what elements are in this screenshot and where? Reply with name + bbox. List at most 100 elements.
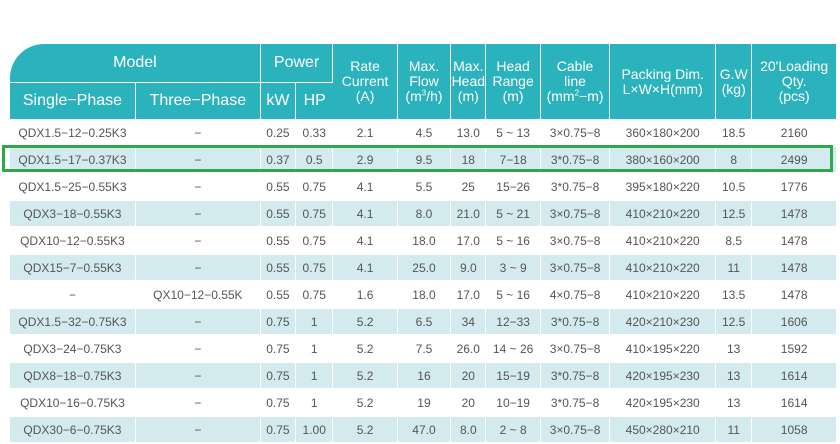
header-cable-line: Cable line (mm2−m) <box>540 44 611 120</box>
cell-current: 5.2 <box>333 363 398 390</box>
cell-range: 7−18 <box>486 147 541 174</box>
cell-cable: 3×0.75−8 <box>540 417 611 444</box>
header-model: Model <box>10 44 261 83</box>
cell-single: QDX1.5−25−0.55K3 <box>10 174 136 201</box>
cell-kw: 0.75 <box>260 390 297 417</box>
cell-cable: 3*0.75−8 <box>540 363 611 390</box>
header-max-flow: Max. Flow (m3/h) <box>397 44 452 120</box>
cell-three: − <box>135 120 261 147</box>
cell-range: 5 ~ 16 <box>486 282 541 309</box>
cell-flow: 16 <box>397 363 452 390</box>
cell-hp: 0.5 <box>296 147 334 174</box>
cell-flow: 19 <box>397 390 452 417</box>
cell-head: 25 <box>451 174 487 201</box>
table-body: QDX1.5−12−0.25K3−0.25 0.33 2.1 4.5 13.0 5 ~ 1… <box>10 120 836 444</box>
cell-range: 15−19 <box>486 363 541 390</box>
cell-range: 5 ~ 13 <box>486 120 541 147</box>
cell-dim: 410×210×220 <box>610 201 717 228</box>
cell-gw: 11 <box>716 417 753 444</box>
cell-three: QX10−12−0.55K <box>135 282 261 309</box>
cell-cable: 3×0.75−8 <box>540 201 611 228</box>
cell-single: QDX1.5−12−0.25K3 <box>10 120 136 147</box>
header-three-phase: Three−Phase <box>135 83 261 120</box>
cell-flow: 18.0 <box>397 282 452 309</box>
cell-qty: 1614 <box>752 363 836 390</box>
pump-spec-table: Model Power Rate Current (A) Max. Flow (… <box>10 44 836 444</box>
cell-gw: 8.5 <box>716 228 753 255</box>
cell-qty: 2160 <box>752 120 836 147</box>
cell-hp: 1 <box>296 309 334 336</box>
table-row: − QX10−12−0.55K 0.55 0.75 1.6 18.0 17.0 5 ~ 16 4… <box>10 282 836 309</box>
cell-flow: 4.5 <box>397 120 452 147</box>
cell-dim: 410×210×220 <box>610 255 717 282</box>
cell-range: 3 ~ 9 <box>486 255 541 282</box>
table-row: QDX1.5−25−0.55K3−0.55 0.75 4.1 5.5 25 15−26 3*… <box>10 174 836 201</box>
cell-qty: 1478 <box>752 228 836 255</box>
header-packing-dim: Packing Dim. L×W×H(mm) <box>610 44 717 120</box>
cell-qty: 1776 <box>752 174 836 201</box>
table-row: QDX8−18−0.75K3−0.75 1 5.2 16 20 15−19 3*0.75−8… <box>10 363 836 390</box>
cell-kw: 0.75 <box>260 309 297 336</box>
header-loading-qty: 20'Loading Qty. (pcs) <box>752 44 836 120</box>
cell-single: − <box>10 282 136 309</box>
cell-hp: 1 <box>296 363 334 390</box>
cell-qty: 1606 <box>752 309 836 336</box>
cell-current: 2.9 <box>333 147 398 174</box>
header-hp: HP <box>296 83 334 120</box>
cell-single: QDX10−16−0.75K3 <box>10 390 136 417</box>
cell-current: 5.2 <box>333 417 398 444</box>
cell-single: QDX3−24−0.75K3 <box>10 336 136 363</box>
cell-current: 5.2 <box>333 309 398 336</box>
cell-qty: 1614 <box>752 390 836 417</box>
cell-current: 2.1 <box>333 120 398 147</box>
cell-hp: 0.75 <box>296 174 334 201</box>
cell-gw: 12.5 <box>716 201 753 228</box>
cell-dim: 360×180×200 <box>610 120 717 147</box>
cell-kw: 0.25 <box>260 120 297 147</box>
table-row: QDX3−24−0.75K3−0.75 1 5.2 7.5 26.0 14 ~ 26 3×0… <box>10 336 836 363</box>
cell-flow: 18.0 <box>397 228 452 255</box>
cell-qty: 1478 <box>752 255 836 282</box>
cell-cable: 3*0.75−8 <box>540 390 611 417</box>
table-row: QDX30−6−0.75K3−0.75 1.00 5.2 47.0 8.0 2 ~ 8 3×… <box>10 417 836 444</box>
cell-dim: 395×180×220 <box>610 174 717 201</box>
cell-dim: 420×195×230 <box>610 363 717 390</box>
cell-dim: 410×195×220 <box>610 336 717 363</box>
header-kw: kW <box>260 83 297 120</box>
cell-range: 10−19 <box>486 390 541 417</box>
cell-gw: 12.5 <box>716 309 753 336</box>
cell-head: 8.0 <box>451 417 487 444</box>
cell-flow: 25.0 <box>397 255 452 282</box>
cell-kw: 0.55 <box>260 282 297 309</box>
cell-head: 17.0 <box>451 282 487 309</box>
cell-gw: 10.5 <box>716 174 753 201</box>
cell-current: 5.2 <box>333 336 398 363</box>
cell-kw: 0.55 <box>260 228 297 255</box>
cell-head: 20 <box>451 363 487 390</box>
cell-head: 21.0 <box>451 201 487 228</box>
cell-range: 15−26 <box>486 174 541 201</box>
cell-current: 5.2 <box>333 390 398 417</box>
cell-three: − <box>135 255 261 282</box>
cell-three: − <box>135 147 261 174</box>
cell-head: 20 <box>451 390 487 417</box>
table-row: QDX3−18−0.55K3−0.55 0.75 4.1 8.0 21.0 5 ~ 21 3… <box>10 201 836 228</box>
cell-kw: 0.55 <box>260 201 297 228</box>
cell-single: QDX15−7−0.55K3 <box>10 255 136 282</box>
cell-gw: 13 <box>716 336 753 363</box>
cell-flow: 47.0 <box>397 417 452 444</box>
cell-dim: 450×280×210 <box>610 417 717 444</box>
cell-three: − <box>135 309 261 336</box>
cell-gw: 11 <box>716 255 753 282</box>
cell-current: 4.1 <box>333 228 398 255</box>
cell-qty: 1478 <box>752 282 836 309</box>
table-row: QDX1.5−32−0.75K3−0.75 1 5.2 6.5 34 12−33 3*0.7… <box>10 309 836 336</box>
spec-table-container: Model Power Rate Current (A) Max. Flow (… <box>10 44 836 444</box>
cell-hp: 0.75 <box>296 228 334 255</box>
cell-dim: 420×195×230 <box>610 390 717 417</box>
cell-three: − <box>135 174 261 201</box>
cell-kw: 0.55 <box>260 255 297 282</box>
cell-three: − <box>135 336 261 363</box>
header-power: Power <box>260 44 334 83</box>
cell-head: 18 <box>451 147 487 174</box>
